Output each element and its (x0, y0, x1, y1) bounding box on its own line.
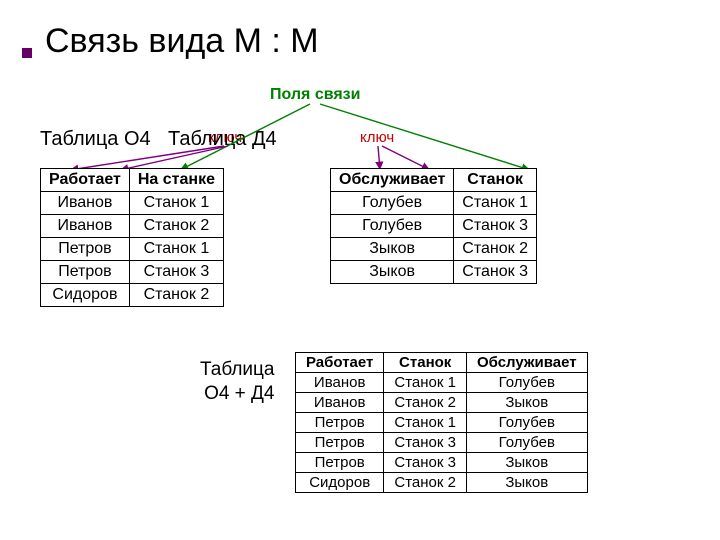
table-left-label: Таблица О4 (40, 128, 151, 151)
column-header: Работает (41, 169, 130, 192)
table-row: ИвановСтанок 2 (41, 215, 224, 238)
table-bottom: РаботаетСтанокОбслуживает ИвановСтанок 1… (295, 352, 588, 493)
table-cell: Станок 2 (129, 215, 223, 238)
title-bullet (22, 48, 32, 58)
table-cell: Станок 2 (454, 238, 537, 261)
table-row: ПетровСтанок 1Голубев (296, 413, 588, 433)
table-cell: Петров (296, 453, 384, 473)
column-header: На станке (129, 169, 223, 192)
table-cell: Зыков (331, 261, 454, 284)
table-row: ГолубевСтанок 3 (331, 215, 537, 238)
table-cell: Голубев (331, 215, 454, 238)
table-cell: Станок 3 (454, 215, 537, 238)
page-title: Связь вида М : М (45, 22, 319, 61)
fields-link-label: Поля связи (270, 86, 360, 104)
table-cell: Петров (296, 433, 384, 453)
table-row: СидоровСтанок 2 (41, 284, 224, 307)
table-cell: Голубев (331, 192, 454, 215)
table-cell: Иванов (296, 373, 384, 393)
table-row: ПетровСтанок 3Голубев (296, 433, 588, 453)
table-row: ПетровСтанок 3 (41, 261, 224, 284)
table-row: ГолубевСтанок 1 (331, 192, 537, 215)
table-cell: Сидоров (296, 473, 384, 493)
table-right: ОбслуживаетСтанок ГолубевСтанок 1Голубев… (330, 168, 537, 284)
table-cell: Петров (296, 413, 384, 433)
table-cell: Петров (41, 261, 130, 284)
table-cell: Петров (41, 238, 130, 261)
key-label-right: ключ (360, 129, 394, 146)
table-bottom-label-line2: О4 + Д4 (204, 383, 274, 404)
table-cell: Зыков (466, 393, 587, 413)
table-cell: Зыков (331, 238, 454, 261)
table-row: ПетровСтанок 3Зыков (296, 453, 588, 473)
table-cell: Голубев (466, 373, 587, 393)
table-cell: Станок 2 (384, 473, 467, 493)
table-row: ИвановСтанок 2Зыков (296, 393, 588, 413)
table-right-label: Таблица Д4 (168, 128, 277, 151)
table-bottom-label-line1: Таблица (200, 359, 275, 380)
table-cell: Станок 3 (384, 433, 467, 453)
table-row: ПетровСтанок 1 (41, 238, 224, 261)
column-header: Станок (454, 169, 537, 192)
table-cell: Станок 1 (384, 413, 467, 433)
table-row: ИвановСтанок 1Голубев (296, 373, 588, 393)
table-cell: Станок 1 (129, 238, 223, 261)
table-cell: Станок 1 (129, 192, 223, 215)
table-row: ЗыковСтанок 2 (331, 238, 537, 261)
table-cell: Иванов (41, 215, 130, 238)
column-header: Обслуживает (331, 169, 454, 192)
table-cell: Станок 1 (454, 192, 537, 215)
table-left: РаботаетНа станке ИвановСтанок 1ИвановСт… (40, 168, 224, 307)
table-cell: Станок 3 (454, 261, 537, 284)
table-cell: Голубев (466, 433, 587, 453)
table-cell: Станок 1 (384, 373, 467, 393)
table-cell: Иванов (41, 192, 130, 215)
table-cell: Голубев (466, 413, 587, 433)
table-cell: Станок 2 (129, 284, 223, 307)
column-header: Работает (296, 353, 384, 373)
table-cell: Станок 3 (129, 261, 223, 284)
table-cell: Зыков (466, 453, 587, 473)
column-header: Обслуживает (466, 353, 587, 373)
table-row: СидоровСтанок 2Зыков (296, 473, 588, 493)
table-bottom-label: Таблица О4 + Д4 (200, 358, 275, 406)
table-cell: Иванов (296, 393, 384, 413)
table-cell: Зыков (466, 473, 587, 493)
column-header: Станок (384, 353, 467, 373)
table-row: ЗыковСтанок 3 (331, 261, 537, 284)
table-row: ИвановСтанок 1 (41, 192, 224, 215)
table-cell: Сидоров (41, 284, 130, 307)
table-cell: Станок 2 (384, 393, 467, 413)
table-cell: Станок 3 (384, 453, 467, 473)
